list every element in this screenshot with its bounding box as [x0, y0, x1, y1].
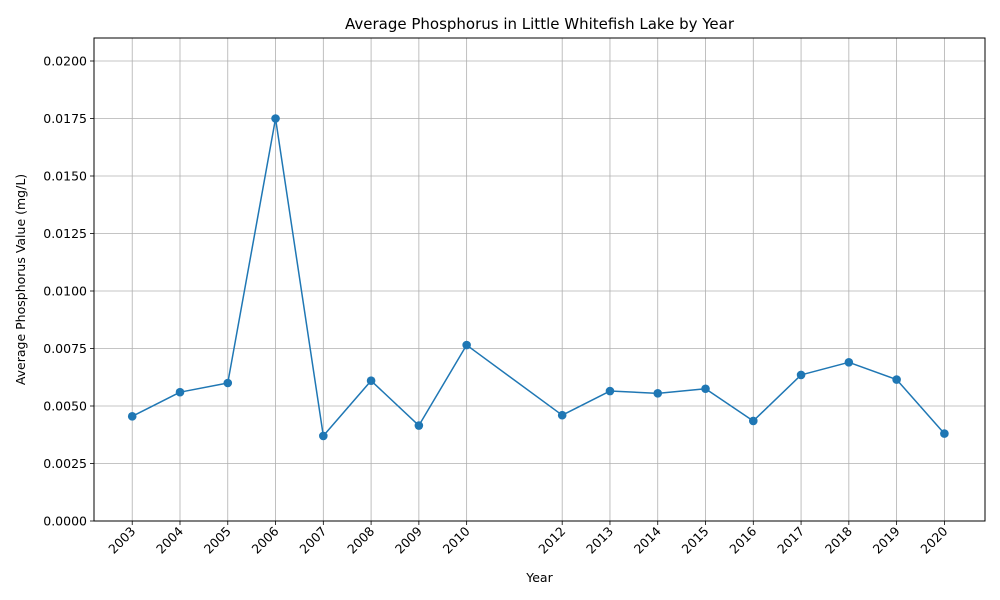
data-point [175, 387, 185, 397]
data-point [748, 416, 758, 426]
y-tick-label: 0.0100 [43, 284, 87, 299]
data-point [223, 378, 233, 388]
data-point [701, 384, 710, 394]
y-tick-label: 0.0050 [43, 399, 87, 414]
data-point [844, 358, 854, 367]
data-point [940, 429, 949, 438]
data-point [366, 376, 376, 386]
data-point [557, 410, 567, 420]
data-point [605, 386, 615, 396]
chart-title: Average Phosphorus in Little Whitefish L… [345, 15, 735, 33]
data-point [653, 389, 663, 398]
data-point [892, 375, 901, 384]
series [127, 114, 949, 441]
plot-area-frame [93, 37, 986, 522]
data-point [796, 370, 806, 380]
y-tick-label: 0.0075 [43, 341, 87, 356]
y-axis-title: Average Phosphorus Value (mg/L) [13, 174, 28, 385]
y-tick-label: 0.0000 [43, 514, 87, 529]
x-axis-title: Year [525, 570, 553, 585]
y-tick-label: 0.0150 [43, 169, 87, 184]
y-tick-label: 0.0025 [43, 456, 87, 471]
y-tick-label: 0.0200 [43, 54, 87, 69]
data-point [414, 421, 424, 430]
data-point [127, 412, 137, 421]
data-point [271, 114, 280, 123]
data-point [319, 431, 328, 441]
y-tick-label: 0.0125 [43, 226, 87, 241]
y-tick-label: 0.0175 [43, 111, 87, 126]
grid [94, 38, 985, 522]
data-point [462, 340, 471, 350]
